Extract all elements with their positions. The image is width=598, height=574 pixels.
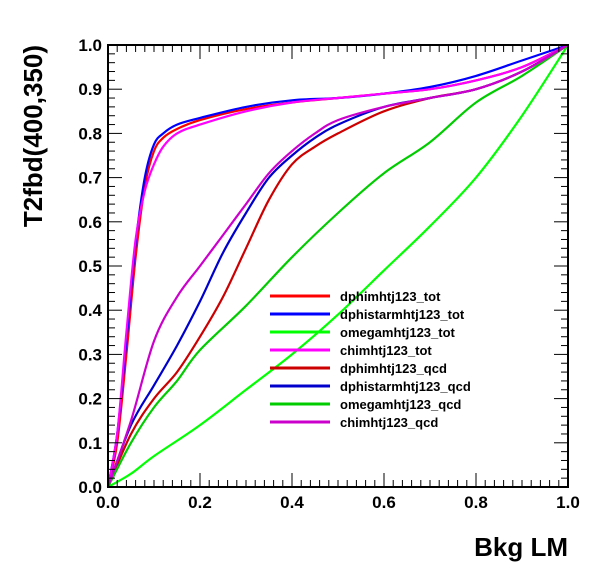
legend-label: chimhtj123_qcd: [340, 415, 438, 430]
y-tick-label: 0.6: [78, 213, 102, 232]
curves-group: [106, 43, 569, 488]
legend: dphimhtj123_tot dphistarmhtj123_totomegam…: [270, 289, 471, 430]
legend-label: dphistarmhtj123_tot: [340, 307, 465, 322]
tick-labels-group: 0.0 0.2 0.4 0.6 0.8 1.0 0.0 0.1 0.2 0.3 0.4 0.5 0.6 0…: [78, 36, 579, 512]
x-tick-label: 0.6: [372, 493, 396, 512]
legend-label: dphimhtj123_tot: [340, 289, 441, 304]
x-tick-label: 0.8: [464, 493, 488, 512]
ticks-group: [107, 44, 569, 488]
y-tick-label: 0.4: [78, 301, 102, 320]
y-axis-title: T2fbd(400,350): [18, 45, 48, 227]
legend-label: omegamhtj123_qcd: [340, 397, 461, 412]
x-tick-label: 0.0: [96, 493, 120, 512]
legend-label: dphistarmhtj123_qcd: [340, 379, 471, 394]
y-tick-label: 1.0: [78, 36, 102, 55]
legend-label: omegamhtj123_tot: [340, 325, 456, 340]
y-tick-label: 0.1: [78, 434, 102, 453]
y-tick-label: 0.2: [78, 390, 102, 409]
x-tick-label: 0.4: [280, 493, 304, 512]
series-line-chimhtj123_qcd: [106, 44, 569, 488]
y-tick-label: 0.7: [78, 169, 102, 188]
series-line-omegamhtj123_qcd: [107, 44, 569, 488]
x-tick-label: 1.0: [556, 493, 580, 512]
series-line-omegamhtj123_tot: [107, 44, 569, 488]
y-tick-label: 0.3: [78, 345, 102, 364]
x-axis-title: Bkg LM: [474, 532, 568, 562]
y-tick-label: 0.8: [78, 124, 102, 143]
legend-label: chimhtj123_tot: [340, 343, 432, 358]
series-line-chimhtj123_tot: [106, 44, 569, 488]
x-tick-label: 0.2: [188, 493, 212, 512]
y-tick-label: 0.9: [78, 80, 102, 99]
y-tick-label: 0.5: [78, 257, 102, 276]
legend-label: dphimhtj123_qcd: [340, 361, 447, 376]
y-tick-label: 0.0: [78, 478, 102, 497]
